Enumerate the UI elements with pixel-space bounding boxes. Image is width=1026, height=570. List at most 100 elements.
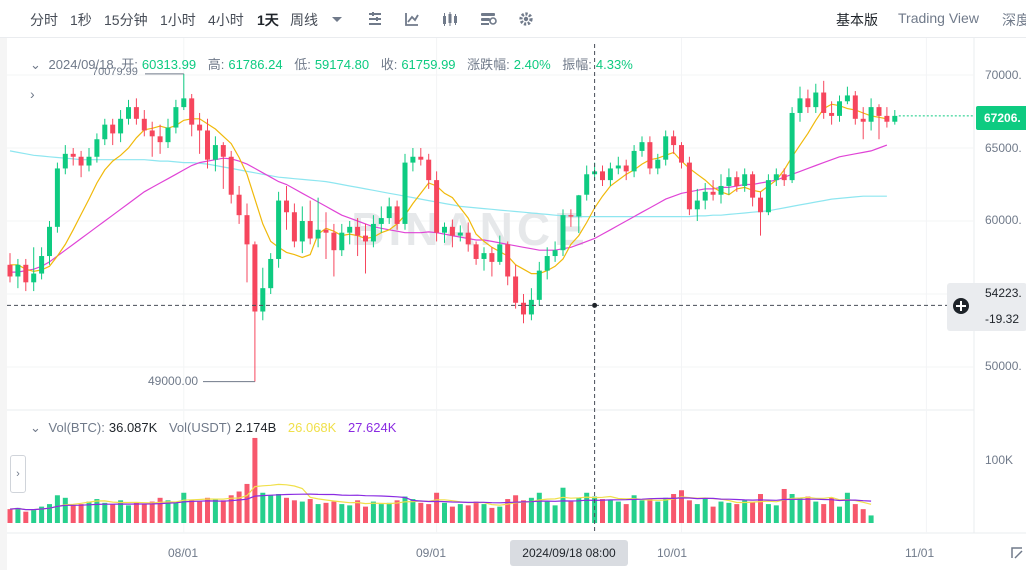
expand-panel-button[interactable]: › xyxy=(10,455,26,493)
candle-body xyxy=(821,92,827,113)
volume-bar xyxy=(347,505,353,523)
candle-body xyxy=(228,156,234,195)
expand-indicators-icon[interactable]: › xyxy=(30,86,35,102)
volume-bar xyxy=(339,504,345,523)
candle-type-icon[interactable] xyxy=(441,10,459,28)
time-axis-label: 08/01 xyxy=(168,546,199,560)
ma99-line xyxy=(9,150,887,218)
volume-bar xyxy=(773,505,779,523)
amplitude-label: 振幅: xyxy=(562,57,592,72)
timeframe-1h[interactable]: 1小时 xyxy=(160,12,196,28)
volume-bar xyxy=(647,499,653,523)
change-label: 涨跌幅: xyxy=(467,57,510,72)
candle-body xyxy=(355,226,361,236)
settings-icon[interactable] xyxy=(517,10,535,28)
candle-body xyxy=(892,115,898,122)
volume-axis-label: 100K xyxy=(985,453,1014,467)
candle-body xyxy=(315,229,321,239)
ma25-line xyxy=(10,144,888,273)
candle-body xyxy=(426,159,432,181)
volume-bar xyxy=(686,500,692,523)
candle-body xyxy=(631,150,637,172)
timeframe-1d[interactable]: 1天 xyxy=(257,12,279,28)
volume-bar xyxy=(852,504,858,523)
candle-body xyxy=(465,232,471,245)
view-tab-depth[interactable]: 深度 xyxy=(1002,12,1026,28)
candle-body xyxy=(236,194,242,216)
timeframe-1w[interactable]: 周线 xyxy=(290,12,318,28)
volume-bar xyxy=(655,501,661,523)
vol-usdt-label: Vol(USDT) xyxy=(168,420,232,435)
candle-body xyxy=(442,226,447,233)
current-price-tag: 67206. xyxy=(976,106,1026,130)
volume-bar xyxy=(94,499,100,523)
candle-body xyxy=(473,244,479,259)
high-marker-label: 70079.99 xyxy=(92,66,138,78)
expand-time-axis-icon[interactable] xyxy=(1010,546,1024,560)
candle-body xyxy=(54,168,60,227)
candle-body xyxy=(449,226,455,236)
candle-body xyxy=(789,112,795,181)
candle-body xyxy=(347,226,353,233)
candle-body xyxy=(568,215,574,217)
open-value: 60313.99 xyxy=(141,57,197,72)
candle-body xyxy=(220,145,226,157)
drawing-icon[interactable] xyxy=(403,10,421,28)
candle-body xyxy=(813,92,819,108)
candle-body xyxy=(291,212,297,242)
timeframe-1s[interactable]: 1秒 xyxy=(70,12,92,28)
view-tab-tradingview[interactable]: Trading View xyxy=(898,10,979,26)
candle-body xyxy=(560,215,566,251)
volume-bar xyxy=(781,488,787,523)
volume-bar xyxy=(789,494,795,523)
candle-body xyxy=(781,174,787,181)
volume-bar xyxy=(639,500,645,523)
amplitude-value: 4.33% xyxy=(595,57,633,72)
volume-bar xyxy=(813,501,819,523)
volume-bar xyxy=(23,511,29,523)
add-order-icon[interactable] xyxy=(952,297,970,315)
volume-bar xyxy=(426,504,432,523)
volume-bar xyxy=(694,504,700,523)
volume-bar xyxy=(268,495,274,523)
candle-body xyxy=(536,270,542,300)
volume-bar xyxy=(513,495,519,523)
dropdown-arrow-icon[interactable] xyxy=(328,10,346,28)
candle-body xyxy=(797,98,803,113)
layout-icon[interactable] xyxy=(479,10,497,28)
volume-bar xyxy=(536,492,542,523)
volume-bar xyxy=(434,492,440,523)
timeframe-intraday[interactable]: 分时 xyxy=(30,12,58,28)
volume-bar xyxy=(765,504,771,523)
candle-body xyxy=(268,258,274,289)
candle-body xyxy=(615,165,621,169)
candle-body xyxy=(528,299,534,315)
candle-body xyxy=(607,168,613,181)
candle-body xyxy=(86,156,92,166)
collapse-icon[interactable]: ⌄ xyxy=(30,57,41,72)
volume-bar xyxy=(323,502,329,523)
timeframe-4h[interactable]: 4小时 xyxy=(208,12,244,28)
volume-bar xyxy=(102,502,108,523)
candle-body xyxy=(39,256,45,274)
candle-body xyxy=(734,177,740,186)
candle-body xyxy=(686,162,692,210)
volume-bar xyxy=(568,501,574,523)
indicator-icon[interactable] xyxy=(366,10,384,28)
volume-bar xyxy=(758,494,763,523)
candle-body xyxy=(552,250,558,257)
volume-bar xyxy=(110,504,116,523)
candle-body xyxy=(513,276,519,303)
candle-body xyxy=(331,232,337,251)
timeframe-15m[interactable]: 15分钟 xyxy=(104,12,148,28)
collapse-volume-icon[interactable]: ⌄ xyxy=(30,420,41,435)
candle-body xyxy=(70,153,76,157)
volume-bar xyxy=(197,501,203,523)
volume-bar xyxy=(600,499,605,523)
volume-bar xyxy=(457,504,463,523)
volume-bar xyxy=(149,501,155,523)
view-tab-basic[interactable]: 基本版 xyxy=(836,12,878,28)
candle-body xyxy=(102,124,108,140)
vol-btc-value: 36.087K xyxy=(108,420,158,435)
